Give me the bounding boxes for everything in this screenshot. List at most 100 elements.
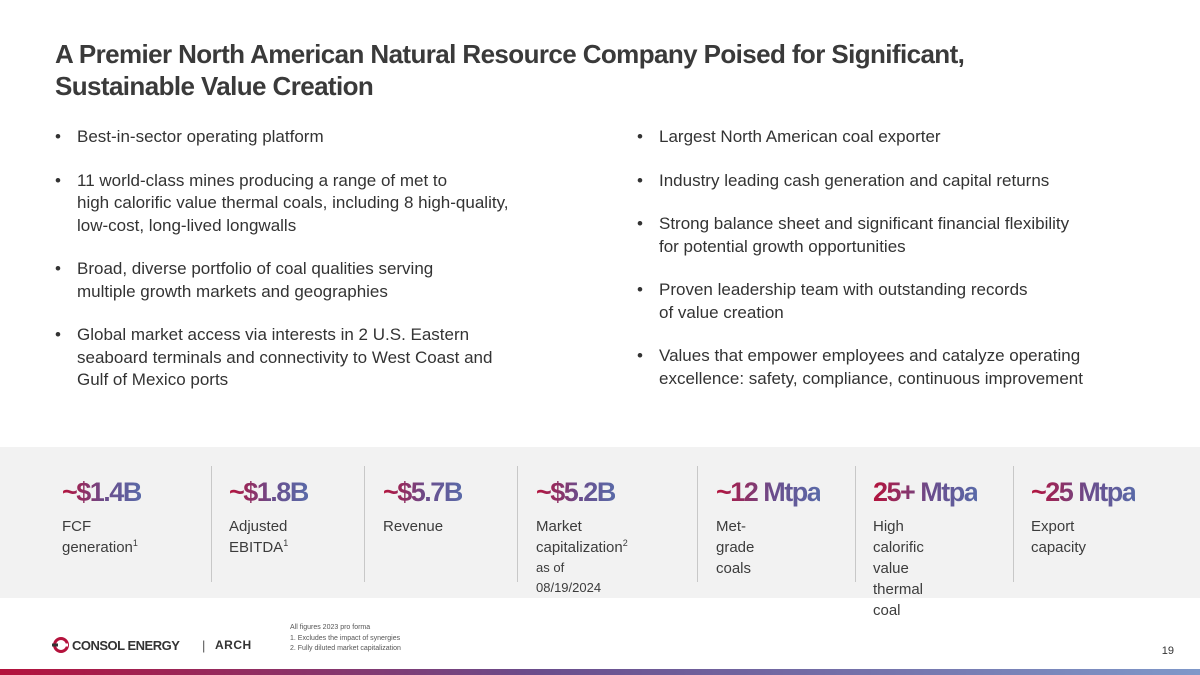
- bullet-line: high calorific value thermal coals, incl…: [77, 193, 509, 212]
- metric-value: ~$5.7B: [383, 477, 463, 507]
- metric-label-text: value thermal: [873, 560, 924, 598]
- bullet-line: Proven leadership team with outstanding …: [659, 280, 1028, 299]
- bullet-item: • Industry leading cash generation and ca…: [637, 170, 1157, 193]
- metric-value: ~$5.2B: [536, 477, 616, 507]
- footnotes: All figures 2023 pro forma 1. Excludes t…: [290, 623, 401, 655]
- bullet-item: • Broad, diverse portfolio of coal qualit…: [55, 258, 575, 303]
- metric-label-text: Export: [1031, 518, 1075, 535]
- bullet-item: • Largest North American coal exporter: [637, 126, 1157, 149]
- footnote: 2. Fully diluted market capitalization: [290, 645, 401, 652]
- bullet-line: for potential growth opportunities: [659, 236, 906, 256]
- metric-value: ~25 Mtpa: [1031, 477, 1137, 507]
- metric-label-line: FCF generation1: [62, 516, 138, 558]
- metric-label: Export capacity: [1031, 516, 1086, 558]
- metric-label-line: High calorific: [873, 516, 924, 558]
- bullet-line: Strong balance sheet and significant fin…: [659, 214, 1070, 233]
- bullet-dot: •: [637, 346, 643, 365]
- metric-label-text: Adjusted: [229, 518, 288, 535]
- metric-label: Adjusted EBITDA1: [229, 516, 288, 558]
- bullet-dot: •: [55, 170, 61, 190]
- consol-energy-wordmark: CONSOL ENERGY: [72, 638, 180, 653]
- metric-value: 25+ Mtpa: [873, 477, 979, 507]
- metric-divider: [364, 466, 365, 582]
- metric-divider: [697, 466, 698, 582]
- metric-label-text: Met-grade: [716, 518, 755, 556]
- metric-label-line: capitalization2: [536, 537, 628, 558]
- bullet-item: • Values that empower employees and catal…: [637, 345, 1157, 390]
- arch-logo: ARCH: [215, 638, 252, 652]
- metric-label-text: High calorific: [873, 518, 924, 556]
- bottom-gradient-bar: [0, 669, 1200, 675]
- metric-label-line: EBITDA1: [229, 537, 288, 558]
- metric-label: High calorific value thermal coal: [873, 516, 924, 621]
- metric-divider: [855, 466, 856, 582]
- company-logos: CONSOL ENERGY | ARCH: [52, 637, 252, 653]
- bullet-dot: •: [637, 280, 643, 299]
- footnote-marker: 1: [283, 538, 289, 548]
- page-number: 19: [1161, 645, 1174, 657]
- footnote-marker: 2: [622, 538, 628, 548]
- bullet-line: excellence: safety, compliance, continuo…: [659, 368, 1083, 388]
- bullet-line: 11 world-class mines producing a range o…: [77, 170, 448, 190]
- metric-label-line: coal: [873, 600, 924, 621]
- metric-label-line: Export: [1031, 516, 1086, 537]
- footnote: All figures 2023 pro forma: [290, 624, 371, 631]
- bullet-dot: •: [55, 127, 61, 146]
- metric-label-line: Revenue: [383, 516, 443, 537]
- metric-label-line: Met-grade: [716, 516, 754, 558]
- footnote: 1. Excludes the impact of synergies: [290, 634, 401, 642]
- metric-divider: [517, 466, 518, 582]
- bullet-dot: •: [55, 325, 61, 344]
- metric-label-text: Revenue: [383, 518, 444, 535]
- metric-label-text: coal: [873, 602, 901, 619]
- metric-label-line: capacity: [1031, 537, 1086, 558]
- metric-label-text: capitalization: [536, 539, 623, 556]
- metric-value: ~$1.4B: [62, 477, 142, 507]
- bullet-line: low-cost, long-lived longwalls: [77, 215, 297, 235]
- metric-value: ~$1.8B: [229, 477, 309, 507]
- metric-value: ~12 Mtpa: [716, 477, 822, 507]
- bullet-item: • Strong balance sheet and significant fi…: [637, 213, 1157, 258]
- right-bullet-list: • Largest North American coal exporter • In…: [637, 126, 1157, 411]
- metric-label-text: capacity: [1031, 539, 1087, 556]
- metric-label-line: Adjusted: [229, 516, 288, 537]
- consol-energy-logo: CONSOL ENERGY: [52, 637, 181, 653]
- bullet-line: Gulf of Mexico ports: [77, 370, 229, 389]
- bullet-line: seaboard terminals and connectivity to W…: [77, 347, 493, 367]
- metric-label-line: coals: [716, 558, 754, 579]
- metric-label-text: Market: [536, 518, 582, 535]
- key-metrics-band: ~$1.4B FCF generation1 ~$1.8B Adjusted EBITD…: [0, 447, 1200, 619]
- metric-label-text: FCF generation: [62, 518, 133, 556]
- bullet-dot: •: [637, 214, 643, 233]
- bullet-line: Largest North American coal exporter: [659, 127, 941, 146]
- metric-label: FCF generation1: [62, 516, 138, 558]
- metric-note: as of 08/19/2024: [536, 560, 602, 595]
- bullet-line: Global market access via interests in 2 …: [77, 325, 470, 344]
- bullet-dot: •: [637, 170, 643, 190]
- bullet-line: Broad, diverse portfolio of coal qualiti…: [77, 259, 434, 278]
- metric-divider: [1013, 466, 1014, 582]
- metric-label-text: coals: [716, 560, 752, 577]
- logo-separator: |: [202, 638, 205, 653]
- bullet-item: • Global market access via interests in 2…: [55, 324, 575, 392]
- footnote-marker: 1: [132, 538, 138, 548]
- bullet-line: multiple growth markets and geographies: [77, 281, 388, 301]
- metric-label: Revenue: [383, 516, 443, 537]
- left-bullet-list: • Best-in-sector operating platform • 11 wo…: [55, 126, 575, 413]
- metric-label-line: Market: [536, 516, 628, 537]
- bullet-line: Best-in-sector operating platform: [77, 127, 324, 146]
- bullet-item: • 11 world-class mines producing a range …: [55, 170, 575, 238]
- slide-title-line: A Premier North American Natural Resourc…: [55, 39, 965, 69]
- bullet-line: Industry leading cash generation and cap…: [659, 170, 1050, 190]
- slide-title: A Premier North American Natural Resourc…: [55, 38, 1055, 102]
- metric-label: Market capitalization2 as of 08/19/2024: [536, 516, 628, 598]
- bullet-item: • Proven leadership team with outstanding…: [637, 279, 1157, 324]
- metric-label-line: value thermal: [873, 558, 924, 600]
- bullet-item: • Best-in-sector operating platform: [55, 126, 575, 149]
- bullet-line: Values that empower employees and cataly…: [659, 346, 1081, 365]
- metric-label: Met-grade coals: [716, 516, 754, 579]
- slide-title-line: Sustainable Value Creation: [55, 71, 374, 101]
- metric-label-text: EBITDA: [229, 539, 284, 556]
- bullet-dot: •: [55, 259, 61, 278]
- bullet-line: of value creation: [659, 302, 784, 322]
